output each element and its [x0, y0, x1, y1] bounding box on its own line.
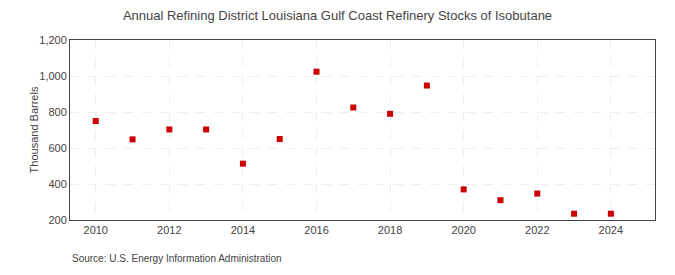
svg-text:2016: 2016 [304, 224, 328, 236]
svg-text:200: 200 [48, 214, 66, 226]
svg-text:2012: 2012 [157, 224, 181, 236]
svg-text:2018: 2018 [378, 224, 402, 236]
svg-text:2024: 2024 [599, 224, 623, 236]
svg-text:1,200: 1,200 [39, 34, 67, 46]
svg-text:2020: 2020 [451, 224, 475, 236]
svg-text:Source: U.S. Energy Informatio: Source: U.S. Energy Information Administ… [72, 253, 282, 264]
svg-text:2010: 2010 [84, 224, 108, 236]
svg-text:Annual Refining District Louis: Annual Refining District Louisiana Gulf … [123, 8, 552, 23]
svg-text:2014: 2014 [231, 224, 255, 236]
svg-text:600: 600 [48, 142, 66, 154]
svg-text:800: 800 [48, 106, 66, 118]
svg-text:400: 400 [48, 178, 66, 190]
svg-text:2022: 2022 [525, 224, 549, 236]
svg-text:Thousand Barrels: Thousand Barrels [28, 86, 40, 173]
svg-text:1,000: 1,000 [39, 70, 67, 82]
